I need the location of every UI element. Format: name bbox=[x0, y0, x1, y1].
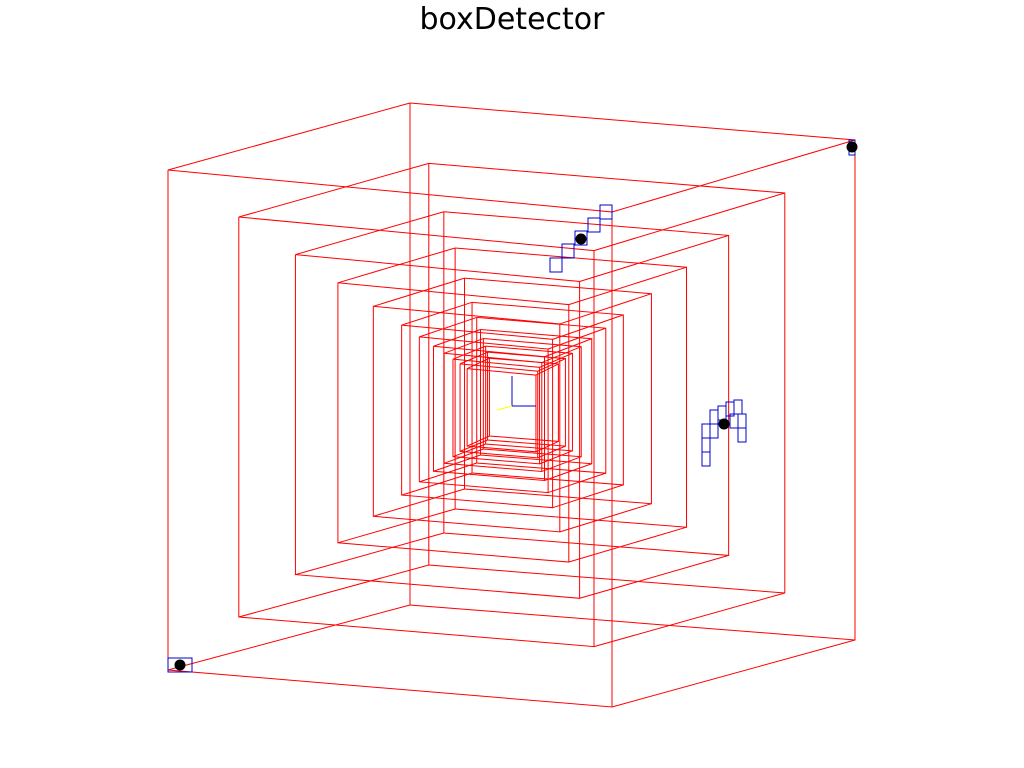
figure-title: boxDetector bbox=[419, 2, 605, 37]
nested-box-edge bbox=[459, 351, 488, 365]
nested-box-edge bbox=[541, 346, 582, 364]
detector-cell bbox=[701, 451, 711, 467]
detector-cell bbox=[729, 413, 739, 429]
axis-z-line bbox=[496, 405, 513, 411]
nested-box-edge bbox=[547, 472, 606, 494]
nested-box-edge bbox=[401, 301, 473, 326]
hit-point bbox=[846, 141, 858, 153]
detector-cell bbox=[701, 437, 711, 453]
detector-cell bbox=[709, 409, 719, 425]
nested-box-back bbox=[443, 211, 730, 556]
nested-box-edge bbox=[443, 448, 484, 464]
hit-points bbox=[174, 141, 858, 671]
nested-box-edge bbox=[238, 564, 429, 618]
nested-box-edge bbox=[539, 450, 573, 465]
nested-box-edge bbox=[593, 192, 785, 252]
outer-box-edge bbox=[611, 139, 856, 213]
detector-cell bbox=[561, 243, 575, 259]
nested-box-edge bbox=[579, 234, 729, 282]
nested-box-edge bbox=[541, 456, 582, 472]
detector-cell bbox=[717, 405, 727, 421]
nested-box-edge bbox=[544, 338, 592, 358]
nested-box-edge bbox=[452, 345, 486, 360]
origin-axes bbox=[496, 376, 536, 411]
nested-box-back bbox=[428, 162, 786, 594]
nested-box-edge bbox=[535, 440, 559, 453]
nested-box-edge bbox=[535, 363, 559, 376]
nested-box-edge bbox=[443, 338, 484, 354]
nested-box-edge bbox=[559, 293, 652, 325]
detector-cell bbox=[587, 217, 601, 233]
detector-cell bbox=[574, 230, 588, 246]
detector-cell bbox=[709, 423, 719, 439]
detector-cell bbox=[599, 204, 613, 220]
nested-box-edge bbox=[537, 358, 566, 372]
detector-cell bbox=[737, 427, 747, 443]
nested-box-edge bbox=[373, 488, 465, 517]
nested-box-edge bbox=[537, 445, 566, 459]
nested-box-edge bbox=[579, 554, 729, 599]
nested-box-edge bbox=[295, 211, 444, 256]
nested-box-edge bbox=[401, 472, 473, 496]
nested-box-edge bbox=[559, 503, 652, 533]
detector-cell bbox=[701, 423, 711, 439]
detector-cell bbox=[167, 657, 193, 673]
nested-box-edge bbox=[552, 484, 624, 509]
nested-box-edge bbox=[295, 532, 444, 576]
nested-box-edge bbox=[433, 454, 481, 472]
outer-box-edge bbox=[611, 639, 856, 708]
detector-cell bbox=[733, 399, 743, 415]
nested-box-edge bbox=[547, 327, 606, 350]
hit-point bbox=[718, 418, 730, 430]
nested-box-edge bbox=[539, 352, 573, 368]
detector-cell bbox=[737, 413, 747, 429]
nested-box-edge bbox=[544, 463, 592, 481]
outer-box-front bbox=[167, 169, 613, 708]
nested-box-edge bbox=[466, 435, 490, 447]
outer-box-edge bbox=[167, 604, 411, 671]
nested-box-edge bbox=[568, 526, 687, 563]
nested-box-edge bbox=[466, 357, 490, 370]
outer-box-edge bbox=[167, 102, 411, 171]
nested-boxes bbox=[167, 102, 856, 708]
nested-box-edge bbox=[568, 266, 687, 306]
detector-cell bbox=[549, 257, 563, 273]
nested-box-edge bbox=[452, 443, 486, 458]
nested-box-edge bbox=[419, 316, 477, 338]
nested-box-edge bbox=[459, 439, 488, 452]
nested-box-edge bbox=[337, 247, 456, 284]
nested-box-front bbox=[238, 216, 595, 648]
hit-point bbox=[575, 233, 587, 245]
nested-box-edge bbox=[433, 329, 481, 347]
nested-box-edge bbox=[238, 162, 429, 218]
nested-box-edge bbox=[593, 592, 785, 648]
hit-point bbox=[174, 659, 186, 671]
nested-box-edge bbox=[337, 508, 456, 544]
nested-box-edge bbox=[373, 277, 465, 307]
